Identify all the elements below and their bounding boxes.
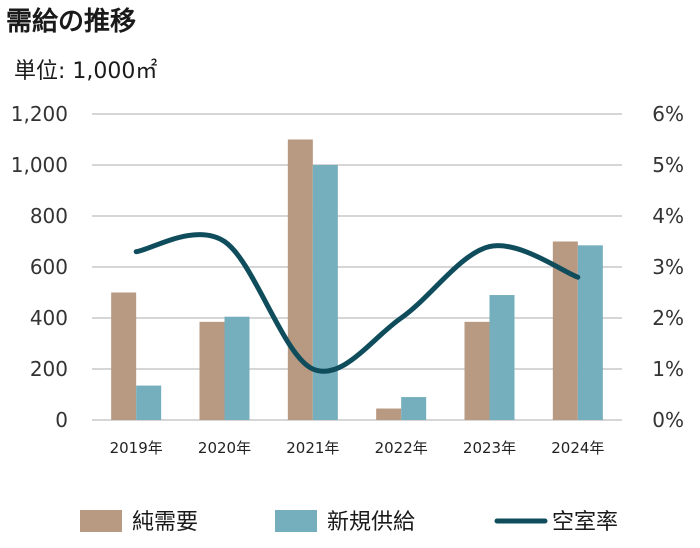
- legend-swatch: [275, 510, 317, 532]
- y2-tick-label: 5%: [652, 153, 684, 177]
- bar-new-supply: [489, 295, 515, 420]
- x-tick-label: 2022年: [375, 439, 428, 457]
- bar-net-demand: [376, 408, 402, 420]
- chart-title: 需給の推移: [6, 6, 136, 37]
- bar-new-supply: [401, 397, 427, 420]
- y2-tick-label: 4%: [652, 204, 684, 228]
- y-tick-label: 1,000: [11, 153, 68, 177]
- bar-new-supply: [224, 316, 250, 420]
- x-tick-label: 2019年: [110, 439, 163, 457]
- legend-swatch: [80, 510, 122, 532]
- legend-label: 純需要: [132, 510, 198, 535]
- unit-label: 単位: 1,000㎡: [14, 58, 157, 84]
- bar-net-demand: [199, 321, 225, 420]
- legend-label: 新規供給: [327, 510, 415, 535]
- x-axis-ticks: 2019年 2020年 2021年 2022年 2023年 2024年: [110, 439, 605, 457]
- y2-tick-label: 3%: [652, 255, 684, 279]
- vacancy-rate-line: [133, 232, 581, 374]
- vacancy-line: [133, 232, 581, 374]
- legend: 純需要 新規供給 空室率: [80, 510, 618, 535]
- x-tick-label: 2020年: [198, 439, 251, 457]
- bar-new-supply: [577, 245, 603, 420]
- y-tick-label: 1,200: [11, 102, 68, 126]
- y2-tick-label: 1%: [652, 357, 684, 381]
- bar-net-demand: [111, 292, 137, 420]
- bar-new-supply: [136, 385, 162, 420]
- gridlines: [92, 113, 622, 421]
- y2-tick-label: 6%: [652, 102, 684, 126]
- x-tick-label: 2021年: [286, 439, 339, 457]
- y-tick-label: 800: [30, 204, 68, 228]
- right-axis-ticks: 0% 1% 2% 3% 4% 5% 6%: [652, 102, 684, 432]
- x-tick-label: 2023年: [463, 439, 516, 457]
- x-tick-label: 2024年: [551, 439, 604, 457]
- bars: [111, 139, 603, 420]
- y2-tick-label: 0%: [652, 408, 684, 432]
- y2-tick-label: 2%: [652, 306, 684, 330]
- y-tick-label: 600: [30, 255, 68, 279]
- bar-net-demand: [464, 321, 490, 420]
- bar-net-demand: [287, 139, 313, 420]
- bar-new-supply: [312, 165, 338, 420]
- y-tick-label: 0: [55, 408, 68, 432]
- left-axis-ticks: 0 200 400 600 800 1,000 1,200: [11, 102, 68, 432]
- y-tick-label: 400: [30, 306, 68, 330]
- legend-label: 空室率: [552, 510, 618, 535]
- y-tick-label: 200: [30, 357, 68, 381]
